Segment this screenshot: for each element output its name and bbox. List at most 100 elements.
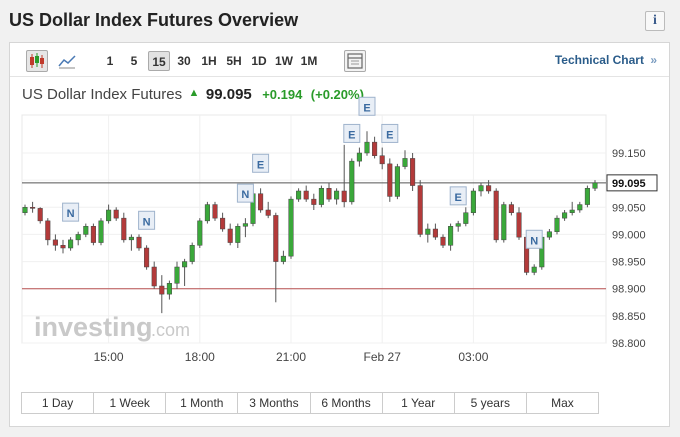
- interval-1m[interactable]: 1M: [300, 54, 318, 68]
- candle-down[interactable]: [379, 155, 385, 165]
- technical-chart-link[interactable]: Technical Chart »: [555, 53, 657, 67]
- interval-1h[interactable]: 1H: [201, 54, 217, 68]
- candle-down[interactable]: [227, 228, 233, 243]
- candle-up[interactable]: [174, 266, 180, 284]
- event-marker[interactable]: E: [381, 123, 399, 143]
- candle-up[interactable]: [501, 204, 507, 241]
- candle-down[interactable]: [30, 207, 36, 209]
- interval-1w[interactable]: 1W: [275, 54, 293, 68]
- candle-up[interactable]: [197, 220, 203, 246]
- candle-up[interactable]: [531, 266, 537, 273]
- candle-down[interactable]: [417, 185, 423, 235]
- candle-down[interactable]: [273, 215, 279, 262]
- candle-down[interactable]: [516, 212, 522, 238]
- interval-15[interactable]: 15: [148, 51, 170, 71]
- candle-up[interactable]: [546, 231, 552, 238]
- candle-up[interactable]: [448, 226, 454, 246]
- candle-up[interactable]: [128, 236, 134, 241]
- event-marker[interactable]: N: [236, 183, 254, 203]
- range-5-years[interactable]: 5 years: [454, 393, 527, 413]
- candle-up[interactable]: [554, 217, 560, 232]
- candle-up[interactable]: [288, 198, 294, 257]
- event-marker[interactable]: N: [138, 210, 156, 230]
- candle-up[interactable]: [577, 204, 583, 211]
- candle-up[interactable]: [98, 220, 104, 243]
- candle-up[interactable]: [463, 212, 469, 224]
- candle-up[interactable]: [182, 261, 188, 268]
- candle-up[interactable]: [75, 234, 81, 241]
- candle-up[interactable]: [106, 209, 112, 222]
- candle-down[interactable]: [311, 198, 317, 205]
- candle-up[interactable]: [349, 160, 355, 203]
- event-marker[interactable]: E: [343, 123, 361, 143]
- event-marker[interactable]: N: [525, 229, 543, 249]
- range-1-day[interactable]: 1 Day: [22, 393, 95, 413]
- price-chart[interactable]: investing .com N N N E E E E E N 98.800 98.850 98.…: [10, 43, 669, 388]
- candle-down[interactable]: [151, 266, 157, 287]
- candle-down[interactable]: [113, 209, 119, 219]
- event-marker[interactable]: N: [62, 202, 80, 222]
- candle-down[interactable]: [265, 209, 271, 216]
- range-1-year[interactable]: 1 Year: [382, 393, 455, 413]
- candle-up[interactable]: [242, 223, 248, 227]
- range-3-months[interactable]: 3 Months: [238, 393, 311, 413]
- candle-down[interactable]: [136, 236, 142, 249]
- candle-down[interactable]: [372, 141, 378, 156]
- candle-up[interactable]: [592, 182, 598, 189]
- candle-up[interactable]: [166, 283, 172, 295]
- candle-up[interactable]: [68, 239, 74, 249]
- candle-down[interactable]: [440, 236, 446, 246]
- event-marker[interactable]: E: [449, 186, 467, 206]
- candle-down[interactable]: [432, 228, 438, 238]
- candle-up[interactable]: [455, 223, 461, 227]
- range-max[interactable]: Max: [526, 393, 598, 413]
- range-6-months[interactable]: 6 Months: [310, 393, 383, 413]
- candle-up[interactable]: [83, 226, 89, 235]
- candle-up[interactable]: [356, 152, 362, 162]
- candle-down[interactable]: [508, 204, 514, 213]
- interval-5[interactable]: 5: [130, 54, 138, 68]
- interval-30[interactable]: 30: [177, 54, 191, 68]
- candle-down[interactable]: [410, 158, 416, 186]
- event-marker[interactable]: E: [358, 96, 376, 116]
- candle-up[interactable]: [584, 188, 590, 205]
- candle-up[interactable]: [296, 190, 302, 200]
- candle-up[interactable]: [235, 226, 241, 243]
- candle-up[interactable]: [280, 255, 286, 262]
- candle-down[interactable]: [220, 217, 226, 230]
- settings-window-icon[interactable]: [344, 50, 366, 72]
- candle-up[interactable]: [318, 188, 324, 205]
- candle-down[interactable]: [90, 226, 96, 243]
- candle-up[interactable]: [478, 185, 484, 192]
- candle-down[interactable]: [121, 217, 127, 241]
- candle-down[interactable]: [486, 185, 492, 192]
- candle-down[interactable]: [212, 204, 218, 219]
- event-marker[interactable]: E: [252, 153, 270, 173]
- candle-up[interactable]: [394, 166, 400, 197]
- candle-down[interactable]: [303, 190, 309, 200]
- candle-up[interactable]: [22, 207, 28, 213]
- candle-up[interactable]: [189, 245, 195, 262]
- candlestick-chart-icon[interactable]: [26, 50, 48, 72]
- candle-down[interactable]: [159, 285, 165, 295]
- candle-up[interactable]: [364, 141, 370, 154]
- candle-up[interactable]: [569, 209, 575, 213]
- candle-up[interactable]: [425, 228, 431, 235]
- area-chart-icon[interactable]: [56, 50, 78, 72]
- candle-down[interactable]: [52, 239, 58, 246]
- candle-down[interactable]: [341, 190, 347, 203]
- range-1-week[interactable]: 1 Week: [94, 393, 167, 413]
- candle-up[interactable]: [334, 190, 340, 200]
- interval-1d[interactable]: 1D: [251, 54, 267, 68]
- candle-down[interactable]: [493, 190, 499, 241]
- candle-up[interactable]: [204, 204, 210, 222]
- interval-5h[interactable]: 5H: [226, 54, 242, 68]
- info-icon[interactable]: i: [645, 11, 665, 31]
- candle-up[interactable]: [562, 212, 568, 219]
- candle-down[interactable]: [37, 208, 43, 222]
- candle-up[interactable]: [402, 158, 408, 167]
- range-1-month[interactable]: 1 Month: [166, 393, 239, 413]
- candle-down[interactable]: [387, 163, 393, 197]
- candle-down[interactable]: [326, 188, 332, 200]
- candle-up[interactable]: [470, 190, 476, 213]
